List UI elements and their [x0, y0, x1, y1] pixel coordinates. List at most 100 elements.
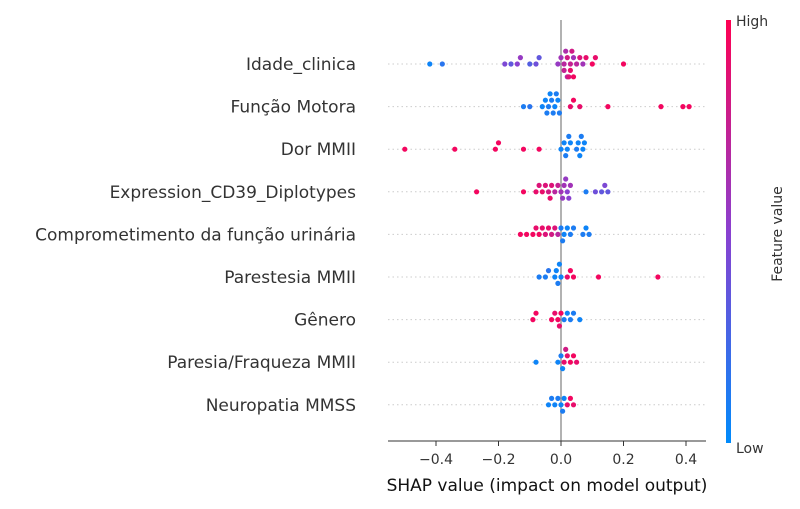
- shap-point: [452, 147, 457, 152]
- shap-point: [565, 55, 570, 60]
- shap-point: [552, 225, 557, 230]
- shap-point: [571, 402, 576, 407]
- shap-point: [549, 317, 554, 322]
- feature-label: Gênero: [294, 311, 356, 331]
- shap-point: [580, 61, 585, 66]
- shap-point: [605, 189, 610, 194]
- shap-point: [524, 232, 529, 237]
- shap-point: [540, 104, 545, 109]
- shap-point: [577, 153, 582, 158]
- shap-point: [562, 68, 567, 73]
- shap-point: [582, 140, 587, 145]
- shap-point: [577, 317, 582, 322]
- shap-point: [521, 189, 526, 194]
- shap-point: [579, 134, 584, 139]
- points-layer: [402, 49, 692, 414]
- shap-point: [543, 98, 548, 103]
- shap-point: [552, 104, 557, 109]
- shap-point: [558, 147, 563, 152]
- shap-point: [521, 147, 526, 152]
- shap-point: [568, 140, 573, 145]
- x-tick-label: 0.2: [612, 452, 634, 468]
- shap-point: [558, 311, 563, 316]
- shap-point: [537, 183, 542, 188]
- shap-point: [583, 55, 588, 60]
- shap-point: [493, 147, 498, 152]
- shap-point: [560, 196, 565, 201]
- shap-point: [568, 183, 573, 188]
- shap-point: [566, 74, 571, 79]
- feature-label: Paresia/Fraqueza MMII: [167, 353, 356, 373]
- shap-point: [554, 91, 559, 96]
- shap-point: [557, 262, 562, 267]
- shap-point: [546, 268, 551, 273]
- shap-point: [530, 232, 535, 237]
- shap-point: [562, 140, 567, 145]
- shap-point: [577, 104, 582, 109]
- colorbar-low-label: Low: [736, 441, 764, 457]
- feature-label: Função Motora: [230, 98, 356, 118]
- shap-point: [562, 396, 567, 401]
- shap-point: [580, 147, 585, 152]
- feature-label: Parestesia MMII: [224, 268, 356, 288]
- shap-point: [537, 274, 542, 279]
- shap-point: [518, 232, 523, 237]
- shap-point: [562, 360, 567, 365]
- shap-point: [558, 402, 563, 407]
- shap-point: [565, 311, 570, 316]
- shap-point: [565, 274, 570, 279]
- shap-point: [571, 74, 576, 79]
- shap-point: [555, 98, 560, 103]
- x-tick-label: −0.2: [482, 452, 516, 468]
- shap-point: [533, 311, 538, 316]
- shap-point: [537, 55, 542, 60]
- shap-point: [508, 61, 513, 66]
- shap-point: [563, 176, 568, 181]
- shap-point: [583, 189, 588, 194]
- shap-point: [562, 317, 567, 322]
- shap-point: [590, 61, 595, 66]
- shap-point: [540, 225, 545, 230]
- shap-point: [558, 55, 563, 60]
- shap-point: [571, 98, 576, 103]
- x-tick-label: 0.0: [550, 452, 572, 468]
- shap-point: [502, 61, 507, 66]
- shap-point: [583, 225, 588, 230]
- shap-point: [568, 268, 573, 273]
- shap-point: [555, 317, 560, 322]
- shap-point: [555, 232, 560, 237]
- shap-point: [549, 98, 554, 103]
- shap-point: [549, 232, 554, 237]
- shap-point: [605, 104, 610, 109]
- shap-point: [552, 274, 557, 279]
- shap-point: [577, 55, 582, 60]
- shap-point: [533, 61, 538, 66]
- shap-point: [546, 189, 551, 194]
- shap-point: [568, 68, 573, 73]
- shap-point: [546, 402, 551, 407]
- shap-point: [537, 232, 542, 237]
- shap-point: [546, 104, 551, 109]
- shap-point: [558, 225, 563, 230]
- shap-point: [568, 104, 573, 109]
- shap-point: [565, 353, 570, 358]
- shap-point: [580, 232, 585, 237]
- shap-point: [543, 274, 548, 279]
- shap-point: [533, 225, 538, 230]
- shap-point: [543, 183, 548, 188]
- feature-rows: Idade_clinica Função Motora Dor MMII Expres…: [35, 55, 706, 416]
- shap-point: [565, 402, 570, 407]
- shap-point: [568, 61, 573, 66]
- shap-point: [548, 196, 553, 201]
- shap-point: [587, 232, 592, 237]
- shap-point: [593, 189, 598, 194]
- shap-point: [474, 189, 479, 194]
- shap-point: [543, 232, 548, 237]
- shap-point: [562, 61, 567, 66]
- shap-point: [555, 183, 560, 188]
- shap-point: [549, 183, 554, 188]
- shap-point: [544, 110, 549, 115]
- shap-point: [568, 317, 573, 322]
- shap-point: [565, 189, 570, 194]
